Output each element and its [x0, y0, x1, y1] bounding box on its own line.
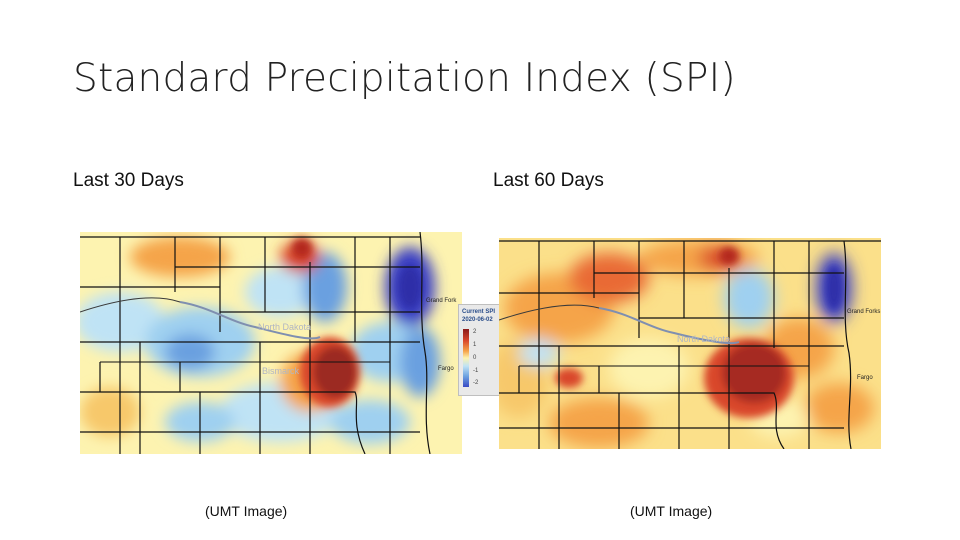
- spi-map-30-days: Grand Fork Fargo North Dakota Bismarck: [80, 232, 462, 454]
- slide-title: Standard Precipitation Index (SPI): [73, 56, 736, 101]
- spi-map-60-days-image: Grand Forks Fargo North Dakota: [499, 238, 881, 449]
- heading-last-30-days: Last 30 Days: [73, 170, 184, 191]
- label-fargo-60: Fargo: [857, 375, 873, 381]
- label-fargo-30: Fargo: [438, 366, 454, 372]
- legend-title: Current SPI: [462, 309, 496, 315]
- legend-tick: 0: [473, 355, 477, 361]
- spi-map-60-days: Grand Forks Fargo North Dakota: [499, 238, 881, 449]
- legend-date: 2020-06-02: [462, 317, 493, 323]
- spi-legend: Current SPI 2020-06-02 2 1 0 -1 -2: [458, 304, 502, 396]
- legend-tick: 1: [473, 342, 477, 348]
- label-state-faint-60: North Dakota: [677, 334, 730, 344]
- label-state-faint-30: North Dakota: [258, 322, 311, 332]
- heading-last-60-days: Last 60 Days: [493, 170, 604, 191]
- legend-tick: -2: [473, 380, 479, 386]
- label-grand-forks-60: Grand Forks: [847, 309, 880, 315]
- legend-tick: -1: [473, 368, 479, 374]
- legend-color-bar: [463, 329, 469, 387]
- caption-30-days: (UMT Image): [205, 503, 288, 519]
- spi-map-30-days-image: Grand Fork Fargo North Dakota Bismarck: [80, 232, 462, 454]
- label-grand-forks-30: Grand Fork: [426, 298, 457, 304]
- legend-tick: 2: [473, 329, 477, 335]
- caption-60-days: (UMT Image): [630, 503, 713, 519]
- label-city-faint-30: Bismarck: [262, 366, 300, 376]
